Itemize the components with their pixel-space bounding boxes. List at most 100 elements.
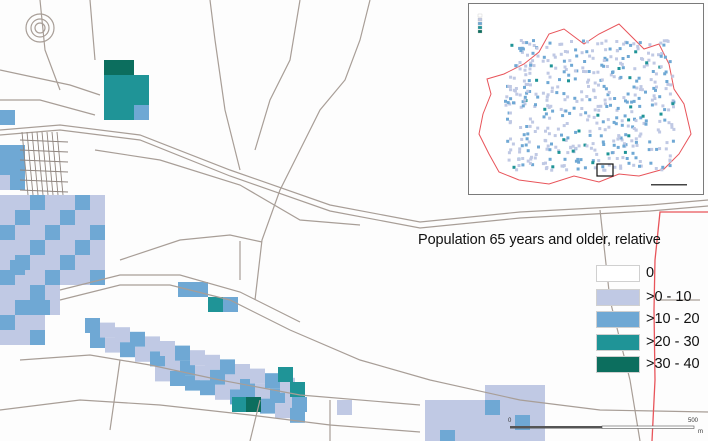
overview-cell bbox=[618, 47, 622, 51]
overview-cell bbox=[591, 161, 595, 165]
overview-cell bbox=[631, 125, 635, 129]
grid-cell bbox=[30, 255, 45, 270]
overview-cell bbox=[597, 108, 601, 112]
overview-cell bbox=[662, 43, 666, 47]
legend-swatch bbox=[596, 311, 640, 328]
overview-cell bbox=[555, 91, 559, 95]
overview-cell bbox=[602, 84, 606, 88]
overview-cell bbox=[582, 70, 585, 73]
overview-cell bbox=[672, 127, 676, 131]
overview-cell bbox=[531, 51, 535, 55]
overview-cell bbox=[536, 54, 540, 58]
overview-cell bbox=[607, 156, 611, 160]
overview-cell bbox=[575, 54, 579, 58]
overview-cell bbox=[533, 105, 537, 108]
grid-cell bbox=[485, 430, 500, 441]
overview-cell bbox=[519, 126, 523, 129]
legend-swatch bbox=[596, 289, 640, 306]
overview-cell bbox=[586, 80, 590, 84]
overview-cell bbox=[593, 148, 597, 152]
overview-cell bbox=[615, 40, 619, 43]
grid-cell bbox=[115, 327, 130, 343]
grid-cell bbox=[0, 315, 15, 330]
overview-cell bbox=[560, 133, 563, 137]
overview-cell bbox=[568, 111, 572, 115]
overview-cell bbox=[663, 108, 667, 112]
overview-cell bbox=[599, 134, 603, 138]
overview-cell bbox=[598, 127, 602, 131]
overview-cell bbox=[570, 63, 574, 67]
grid-cell bbox=[220, 359, 235, 375]
overview-cell bbox=[666, 82, 670, 86]
overview-cell bbox=[544, 129, 547, 133]
overview-cell bbox=[592, 115, 596, 119]
overview-cell bbox=[615, 116, 619, 120]
overview-cell bbox=[521, 163, 525, 167]
overview-cell bbox=[579, 158, 583, 162]
grid-cell bbox=[470, 400, 485, 415]
grid-cell bbox=[30, 210, 45, 225]
overview-cell bbox=[577, 144, 581, 148]
overview-cell bbox=[637, 96, 641, 100]
grid-cell bbox=[45, 225, 60, 240]
overview-cell bbox=[671, 74, 675, 78]
overview-cell bbox=[589, 146, 593, 150]
overview-legend-swatch bbox=[477, 21, 483, 26]
overview-cell bbox=[572, 106, 576, 110]
overview-cell bbox=[519, 105, 523, 109]
overview-cell bbox=[641, 114, 645, 118]
grid-cell bbox=[60, 240, 75, 255]
grid-cell bbox=[235, 364, 250, 379]
overview-cell bbox=[582, 39, 585, 43]
overview-cell bbox=[545, 98, 549, 102]
building-outline bbox=[21, 131, 29, 196]
scale-start-label: 0 bbox=[508, 418, 512, 424]
overview-cell bbox=[664, 147, 668, 151]
overview-cell bbox=[627, 118, 631, 122]
overview-cell bbox=[551, 109, 555, 113]
grid-cell bbox=[75, 225, 90, 240]
overview-cell bbox=[592, 71, 596, 75]
overview-cell bbox=[576, 167, 580, 171]
overview-cell bbox=[631, 151, 635, 155]
building-outline bbox=[46, 131, 54, 196]
overview-cell bbox=[541, 162, 545, 166]
overview-cell bbox=[581, 66, 585, 70]
overview-cell bbox=[670, 125, 674, 129]
overview-cell bbox=[518, 147, 522, 151]
overview-cell bbox=[563, 157, 567, 161]
grid-cell bbox=[500, 430, 515, 441]
overview-cell bbox=[665, 80, 669, 83]
scale-end-label: 500 bbox=[688, 418, 699, 424]
overview-cell bbox=[592, 89, 596, 93]
overview-cell bbox=[506, 117, 509, 121]
overview-cell bbox=[630, 100, 634, 104]
overview-cell bbox=[505, 95, 509, 99]
overview-cell bbox=[670, 123, 674, 127]
grid-cell bbox=[515, 385, 530, 400]
overview-cell bbox=[524, 73, 528, 77]
overview-cell bbox=[509, 88, 512, 92]
overview-cell bbox=[623, 114, 627, 118]
grid-cell bbox=[100, 322, 115, 338]
grid-cell bbox=[0, 300, 15, 315]
overview-cell bbox=[637, 76, 641, 80]
overview-cell bbox=[504, 99, 507, 103]
grid-cell bbox=[455, 415, 470, 430]
overview-cell bbox=[668, 164, 672, 168]
grid-cell bbox=[15, 240, 30, 255]
grid-cell bbox=[30, 240, 45, 255]
overview-cell bbox=[644, 122, 648, 126]
overview-cell bbox=[566, 151, 570, 155]
overview-cell bbox=[554, 145, 558, 149]
overview-cell bbox=[608, 97, 612, 101]
overview-cell bbox=[621, 156, 625, 160]
overview-cell bbox=[508, 121, 512, 125]
overview-cell bbox=[614, 122, 618, 126]
overview-cell bbox=[650, 147, 654, 151]
overview-cell bbox=[514, 64, 518, 68]
overview-cell bbox=[532, 44, 536, 47]
overview-cell bbox=[532, 64, 536, 68]
overview-cell bbox=[632, 42, 636, 46]
